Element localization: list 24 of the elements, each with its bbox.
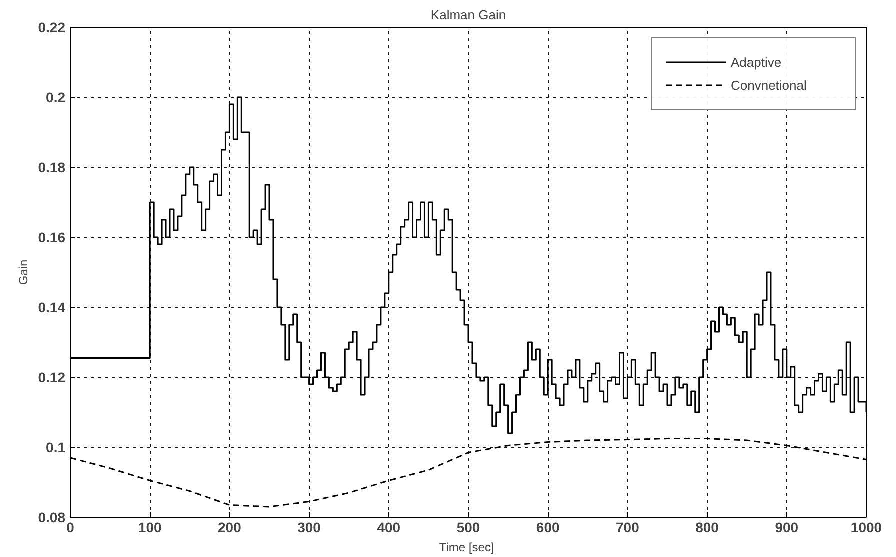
legend-label: Convnetional (731, 78, 808, 92)
x-tick-label: 900 (775, 520, 799, 536)
x-tick-label: 100 (138, 520, 162, 536)
y-tick-label: 0.18 (38, 160, 66, 176)
y-tick-label: 0.14 (38, 300, 66, 316)
y-tick-label: 0.16 (38, 230, 66, 246)
x-tick-label: 800 (696, 520, 720, 536)
x-tick-label: 700 (616, 520, 640, 536)
x-tick-label: 500 (456, 520, 480, 536)
x-tick-label: 400 (377, 520, 401, 536)
y-tick-label: 0.2 (46, 90, 66, 106)
legend-label: Adaptive (731, 54, 783, 70)
y-tick-label: 0.22 (38, 20, 66, 36)
chart-title: Kalman Gain (430, 8, 506, 22)
y-tick-label: 0.12 (38, 370, 66, 386)
x-tick-label: 1000 (850, 520, 882, 536)
x-tick-label: 0 (66, 520, 75, 536)
y-axis-title: Gain (16, 260, 30, 286)
x-axis-title: Time [sec] (439, 540, 494, 554)
x-tick-label: 300 (298, 520, 322, 536)
x-tick-label: 600 (536, 520, 560, 536)
y-tick-label: 0.1 (46, 440, 66, 456)
x-tick-label: 200 (218, 520, 242, 536)
y-tick-label: 0.08 (38, 510, 66, 526)
